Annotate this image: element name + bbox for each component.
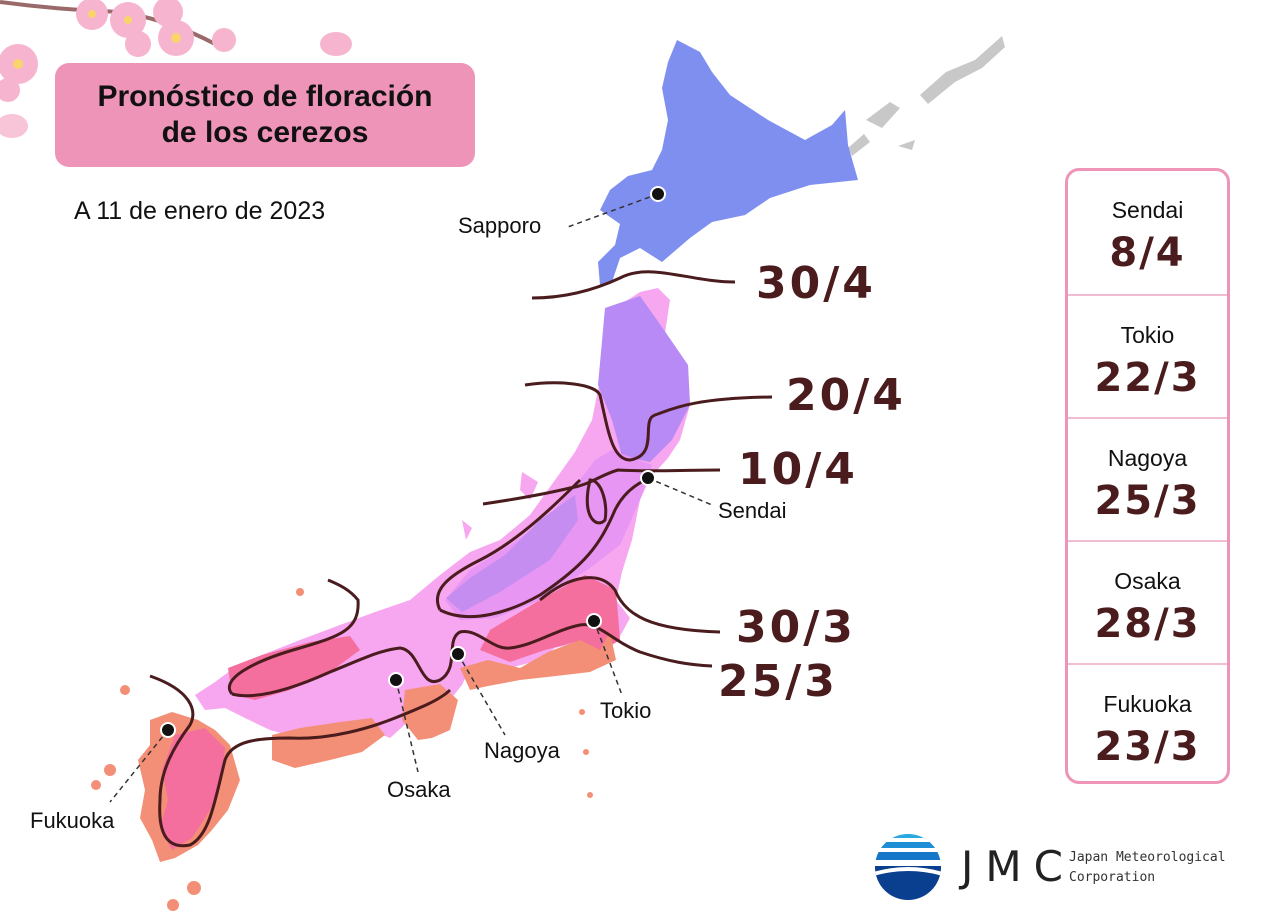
kii-peninsula [402, 684, 458, 740]
isoline-label-25-3: 25/3 [718, 656, 838, 707]
city-forecast-panel: Sendai 8/4 Tokio 22/3 Nagoya 25/3 Osaka … [1065, 168, 1230, 784]
panel-item-fukuoka: Fukuoka 23/3 [1068, 663, 1227, 788]
jmc-emblem-icon [875, 834, 941, 900]
panel-item-nagoya: Nagoya 25/3 [1068, 417, 1227, 542]
panel-city-name: Tokio [1120, 322, 1175, 348]
panel-item-sendai: Sendai 8/4 [1068, 171, 1227, 294]
panel-bloom-date: 23/3 [1094, 724, 1201, 770]
tokio-marker [586, 613, 602, 629]
sendai-marker [640, 470, 656, 486]
alps-zone-inner [446, 495, 578, 612]
city-label-sendai: Sendai [718, 498, 787, 523]
panel-item-osaka: Osaka 28/3 [1068, 540, 1227, 665]
panel-bloom-date: 22/3 [1094, 355, 1201, 401]
panel-bloom-date: 28/3 [1094, 601, 1201, 647]
kyushu-inner-zone [160, 728, 225, 850]
osaka-marker [388, 672, 404, 688]
panel-city-name: Osaka [1114, 568, 1181, 594]
cherry-blossom-decoration [0, 0, 352, 138]
isoline-label-10-4: 10/4 [738, 444, 858, 495]
fukuoka-marker [160, 722, 176, 738]
kanto-zone-30 [480, 575, 620, 662]
isoline-label-20-4: 20/4 [786, 370, 906, 421]
panel-city-name: Sendai [1111, 197, 1184, 223]
title-line-1: Pronóstico de floración [97, 80, 433, 113]
jmc-company-name: Japan Meteorological Corporation [1069, 848, 1259, 888]
bloom-isolines [149, 270, 773, 848]
isoline-label-30-3: 30/3 [736, 602, 856, 653]
as-of-date: A 11 de enero de 2023 [74, 197, 326, 225]
panel-bloom-date: 8/4 [1109, 230, 1186, 276]
nagoya-marker [450, 646, 466, 662]
city-label-osaka: Osaka [387, 777, 451, 802]
sado-island [462, 472, 538, 540]
jmc-name-line-1: Japan Meteorological [1069, 850, 1226, 865]
title-line-2: de los cerezos [161, 116, 369, 149]
panel-item-tokio: Tokio 22/3 [1068, 294, 1227, 419]
title-box: Pronóstico de floración de los cerezos [55, 63, 475, 167]
west-honshu-zone-30 [228, 636, 360, 700]
city-markers [109, 186, 713, 803]
coastal-zone-25 [460, 632, 616, 690]
city-label-nagoya: Nagoya [484, 738, 560, 763]
jmc-logo: JMC Japan Meteorological Corporation [873, 832, 1253, 902]
jmc-name-line-2: Corporation [1069, 870, 1156, 885]
small-islands [91, 588, 593, 911]
panel-city-name: Fukuoka [1103, 691, 1192, 717]
city-label-sapporo: Sapporo [458, 213, 542, 238]
sapporo-marker [650, 186, 666, 202]
tohoku-zone-20 [598, 296, 690, 462]
hokkaido-zone [598, 40, 858, 285]
city-label-fukuoka: Fukuoka [30, 808, 115, 833]
city-label-tokio: Tokio [600, 698, 652, 723]
isoline-label-30-4: 30/4 [756, 258, 876, 309]
jmc-letters: JMC [961, 842, 1075, 891]
northern-islands [848, 36, 1005, 156]
panel-city-name: Nagoya [1107, 445, 1188, 471]
panel-bloom-date: 25/3 [1094, 478, 1201, 524]
